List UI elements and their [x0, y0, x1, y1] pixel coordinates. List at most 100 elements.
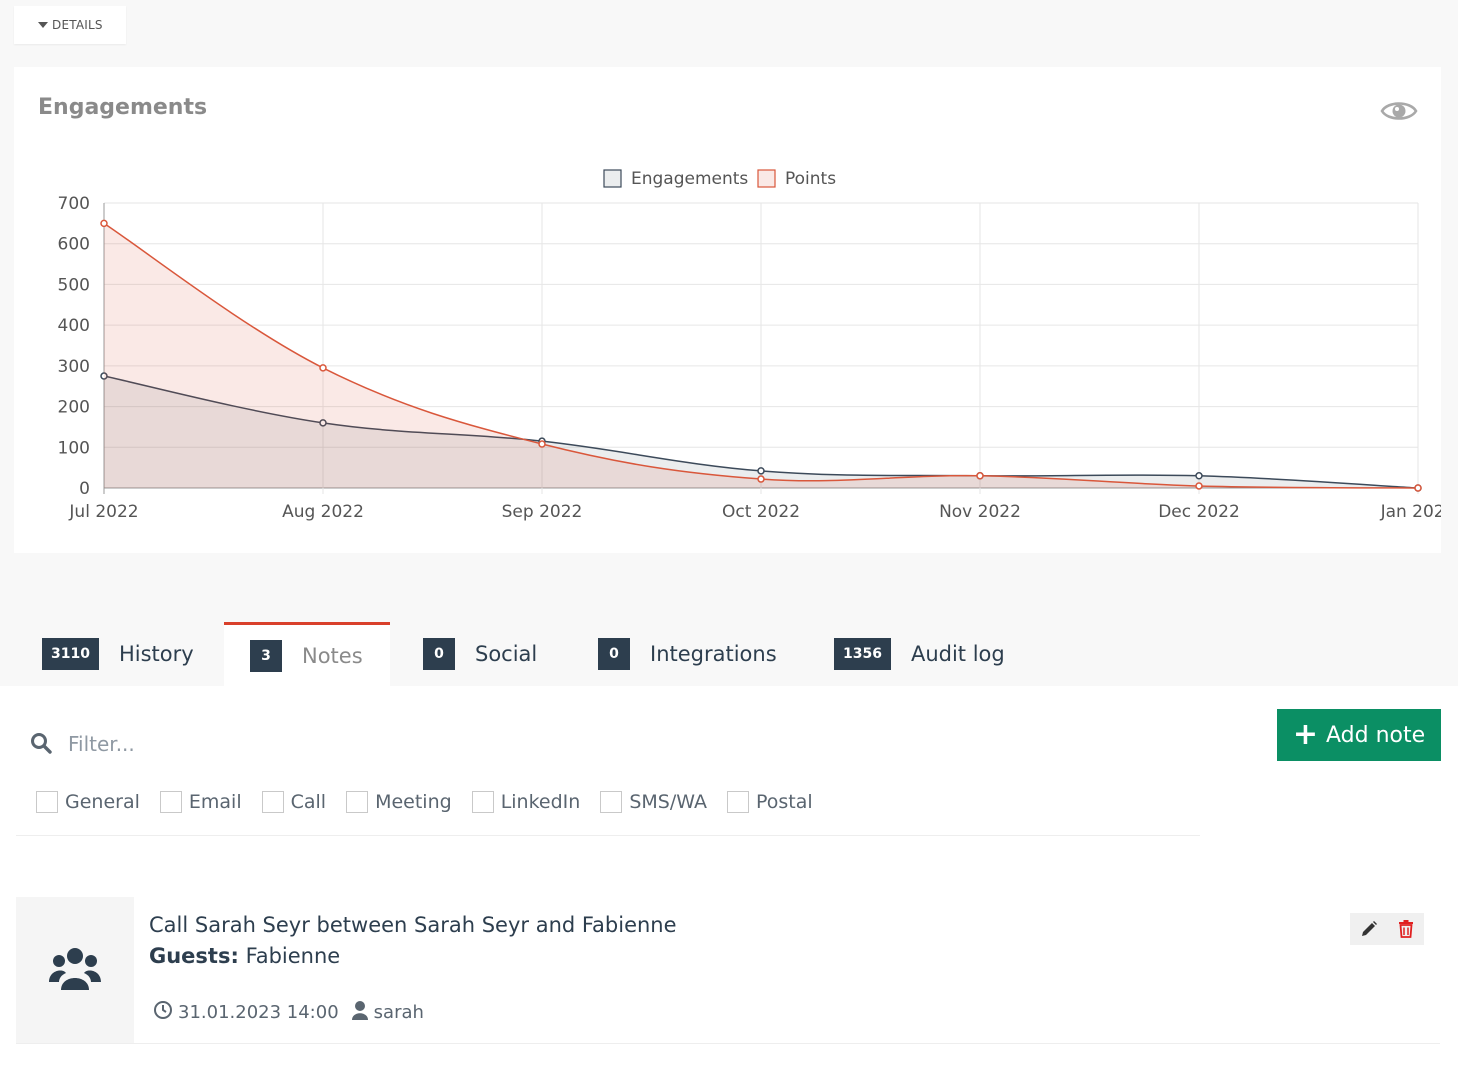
legend-swatch	[603, 169, 622, 188]
note-type-filters: General Email Call Meeting LinkedIn SMS/…	[36, 791, 833, 813]
caret-down-icon	[38, 22, 48, 28]
tab-label: Integrations	[650, 642, 777, 666]
filter-email[interactable]: Email	[159, 791, 242, 813]
notes-content: + Add note General Email Call Meeting Li…	[0, 686, 1458, 1070]
x-tick-label: Dec 2022	[1158, 502, 1240, 522]
data-point	[757, 475, 765, 483]
details-label: DETAILS	[52, 18, 103, 32]
y-tick-label: 700	[58, 194, 90, 214]
users-group-icon	[49, 944, 101, 996]
user-icon	[351, 1000, 374, 1025]
data-point	[1195, 482, 1203, 490]
tabs-bar: 3110 History 3 Notes 0 Social 0 Integrat…	[0, 622, 1458, 688]
data-point	[319, 364, 327, 372]
guests-value: Fabienne	[245, 944, 341, 968]
tab-social[interactable]: 0 Social	[423, 622, 573, 686]
panel-title: Engagements	[38, 95, 208, 120]
y-tick-label: 100	[58, 438, 90, 458]
tab-count-badge: 0	[423, 638, 455, 670]
filter-input[interactable]	[66, 726, 570, 762]
data-point	[538, 440, 546, 448]
filter-label: Postal	[756, 791, 813, 813]
edit-icon[interactable]	[1360, 920, 1378, 938]
series-area-points	[104, 223, 1418, 488]
filter-meeting[interactable]: Meeting	[346, 791, 452, 813]
note-item: Call Sarah Seyr between Sarah Seyr and F…	[16, 897, 1440, 1044]
filter-label: General	[65, 791, 140, 813]
eye-icon[interactable]	[1380, 97, 1418, 125]
add-note-label: Add note	[1325, 722, 1426, 748]
filter-postal[interactable]: Postal	[727, 791, 813, 813]
checkbox[interactable]	[36, 791, 58, 813]
series-area-engagements	[104, 376, 1418, 488]
note-meta: 31.01.2023 14:00 sarah	[153, 1000, 424, 1025]
checkbox[interactable]	[600, 791, 623, 813]
tab-count-badge: 3	[250, 639, 282, 672]
tab-integrations[interactable]: 0 Integrations	[598, 622, 798, 686]
plus-icon: +	[1292, 717, 1318, 752]
search-icon	[30, 732, 52, 754]
data-point	[976, 472, 984, 480]
note-datetime: 31.01.2023 14:00	[178, 1002, 339, 1023]
filter-label: Meeting	[375, 791, 452, 813]
tab-notes[interactable]: 3 Notes	[224, 622, 390, 686]
engagements-chart: 0 100 200 300 400 500 600 700 Jul 2022 Aug 2022 Se…	[58, 169, 1441, 522]
y-tick-label: 0	[79, 479, 90, 499]
data-point	[757, 467, 765, 475]
note-guests: Guests: Fabienne	[149, 944, 340, 968]
data-point	[1414, 484, 1422, 492]
tab-label: Audit log	[910, 642, 1005, 666]
note-avatar	[16, 897, 134, 1043]
filter-label: LinkedIn	[500, 791, 581, 813]
x-tick-label: Oct 2022	[722, 502, 800, 522]
data-point	[100, 219, 108, 228]
tab-label: Social	[475, 642, 538, 666]
legend-label: Engagements	[631, 169, 748, 189]
tab-count-badge: 0	[598, 638, 630, 670]
y-tick-label: 300	[58, 357, 90, 377]
tab-label: Notes	[302, 643, 363, 668]
data-point	[1195, 472, 1203, 480]
x-tick-label: Nov 2022	[939, 502, 1021, 522]
y-tick-label: 500	[58, 275, 90, 295]
guests-label: Guests:	[149, 944, 239, 968]
tab-history[interactable]: 3110 History	[42, 622, 222, 686]
checkbox[interactable]	[261, 791, 284, 813]
tab-audit-log[interactable]: 1356 Audit log	[834, 622, 1034, 686]
filter-label: SMS/WA	[629, 791, 707, 813]
filter-sms-wa[interactable]: SMS/WA	[600, 791, 707, 813]
details-toggle[interactable]: DETAILS	[14, 6, 126, 44]
divider	[16, 835, 1200, 836]
note-actions	[1350, 913, 1424, 945]
x-tick-label: Aug 2022	[282, 502, 364, 522]
tab-count-badge: 1356	[834, 638, 891, 670]
x-tick-label: Jan 2023	[1380, 502, 1441, 522]
divider	[16, 1043, 1440, 1044]
add-note-button[interactable]: + Add note	[1277, 709, 1441, 761]
clock-icon	[153, 1000, 178, 1025]
tab-count-badge: 3110	[42, 638, 99, 670]
filter-linkedin[interactable]: LinkedIn	[471, 791, 581, 813]
legend-swatch	[757, 169, 776, 188]
trash-icon[interactable]	[1398, 920, 1414, 938]
checkbox[interactable]	[727, 791, 749, 813]
data-point	[100, 372, 108, 380]
y-tick-label: 600	[58, 235, 90, 255]
checkbox[interactable]	[471, 791, 494, 813]
filter-label: Call	[290, 791, 327, 813]
legend-label: Points	[785, 169, 836, 189]
checkbox[interactable]	[159, 791, 182, 813]
note-title: Call Sarah Seyr between Sarah Seyr and F…	[149, 913, 677, 937]
filter-call[interactable]: Call	[261, 791, 327, 813]
data-point	[319, 419, 327, 427]
checkbox[interactable]	[346, 791, 369, 813]
note-author: sarah	[373, 1002, 424, 1023]
y-tick-label: 400	[58, 316, 90, 336]
y-tick-label: 200	[58, 398, 90, 418]
x-tick-label: Sep 2022	[502, 502, 583, 522]
x-tick-label: Jul 2022	[68, 502, 138, 522]
filter-label: Email	[188, 791, 242, 813]
tab-label: History	[118, 642, 194, 666]
filter-general[interactable]: General	[36, 791, 140, 813]
engagements-panel: 0 100 200 300 400 500 600 700 Jul 2022 Aug 2022 Se…	[14, 67, 1441, 553]
